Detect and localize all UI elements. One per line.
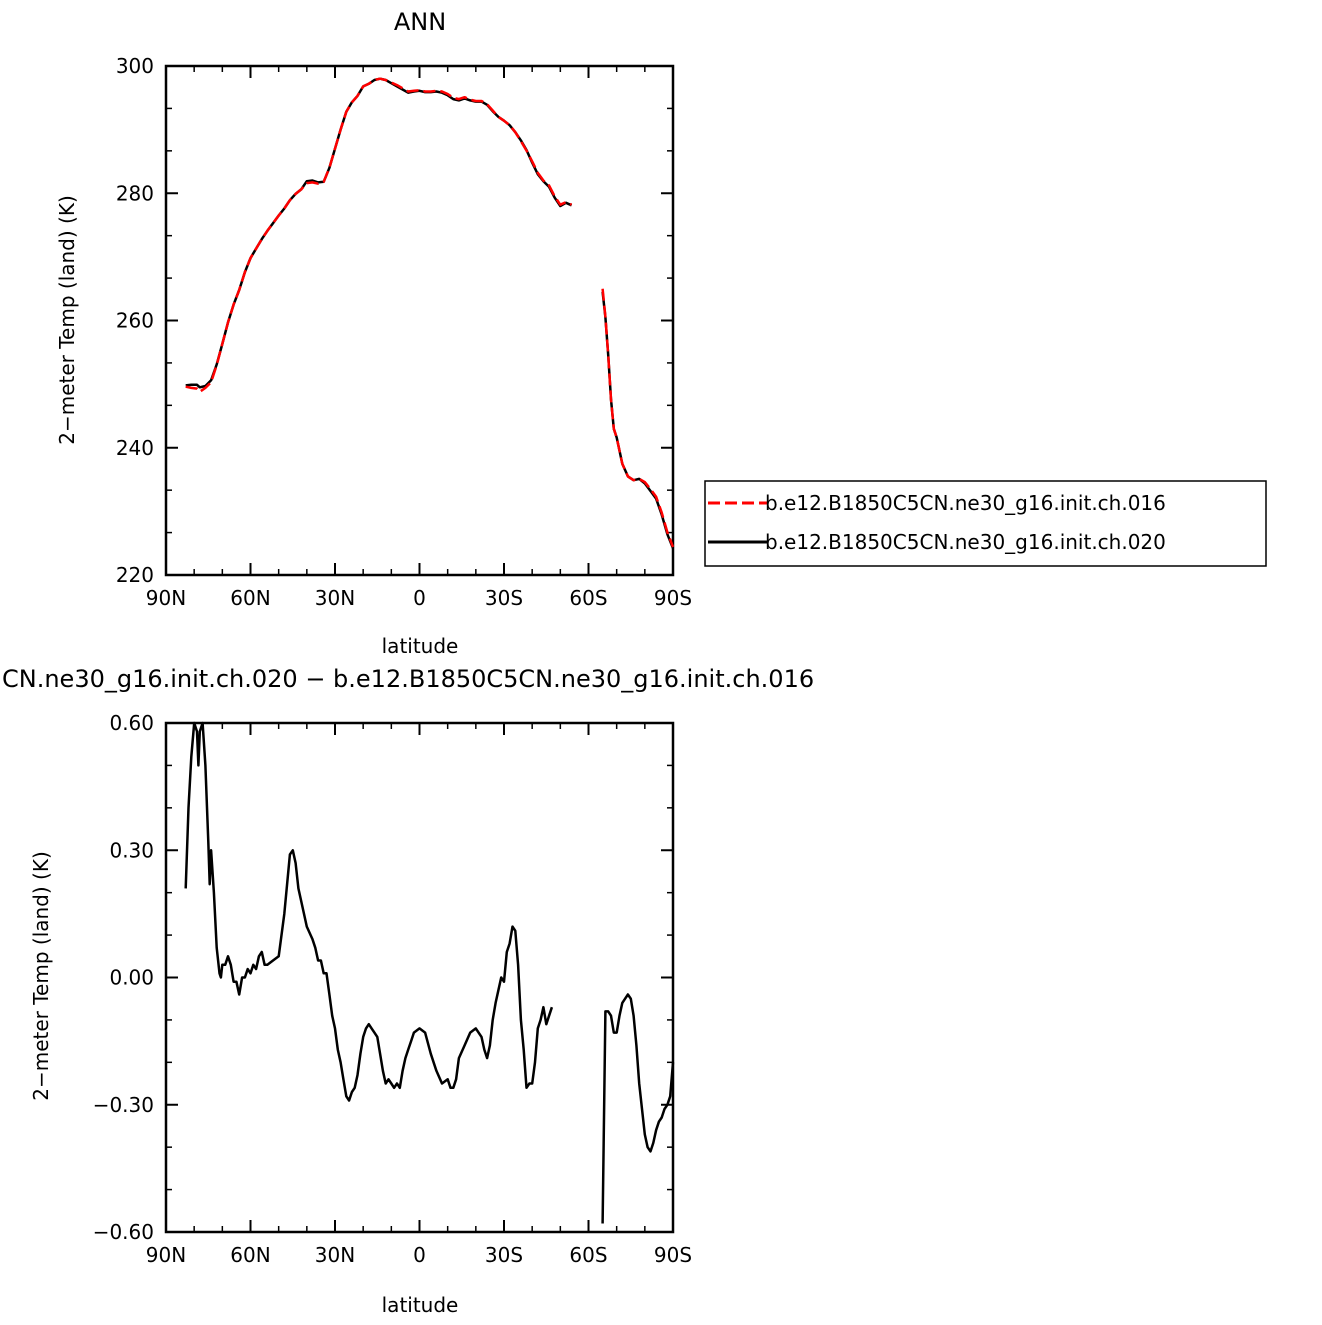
legend-label-ch016: b.e12.B1850C5CN.ne30_g16.init.ch.016	[765, 491, 1166, 515]
top-y-tick-label: 220	[116, 563, 154, 587]
bottom-x-tick-label: 0	[413, 1243, 426, 1267]
top-plot-frame	[164, 64, 675, 577]
top-y-axis-label: 2−meter Temp (land) (K)	[55, 195, 79, 445]
top-x-tick-label: 30N	[315, 586, 355, 610]
bottom-chart-title: CN.ne30_g16.init.ch.020 − b.e12.B1850C5C…	[2, 665, 814, 693]
bottom-y-tick-label: 0.00	[109, 966, 154, 990]
bottom-series-line-ch020	[184, 721, 554, 1102]
bottom-x-tick-label: 30S	[485, 1243, 523, 1267]
top-x-axis-label: latitude	[382, 634, 459, 658]
bottom-axis-ticks: 90N 60N 30N 0 30S 60S 90S −0.60 −0.30 0.00 0.30 0.6…	[93, 711, 692, 1267]
top-series-line-ch020	[185, 77, 573, 389]
top-x-tick-label: 90N	[146, 586, 186, 610]
legend-label-ch020: b.e12.B1850C5CN.ne30_g16.init.ch.020	[765, 530, 1166, 554]
legend: b.e12.B1850C5CN.ne30_g16.init.ch.016 b.e…	[704, 480, 1267, 567]
bottom-panel: CN.ne30_g16.init.ch.020 − b.e12.B1850C5C…	[2, 665, 814, 1317]
bottom-x-tick-label: 90S	[654, 1243, 692, 1267]
bottom-y-tick-label: 0.60	[109, 711, 154, 735]
top-series-line-ch016	[185, 77, 573, 394]
bottom-series-lines	[184, 721, 675, 1224]
top-x-tick-label: 60S	[569, 586, 607, 610]
top-series-lines	[185, 77, 675, 549]
top-chart-title: ANN	[394, 8, 446, 36]
bottom-y-tick-label: 0.30	[109, 838, 154, 862]
bottom-y-axis-label: 2−meter Temp (land) (K)	[29, 851, 53, 1101]
bottom-x-tick-label: 60N	[230, 1243, 270, 1267]
bottom-y-tick-label: −0.60	[93, 1220, 154, 1244]
top-y-tick-label: 260	[116, 309, 154, 333]
bottom-series-line-ch020	[601, 993, 675, 1224]
top-x-tick-label: 0	[413, 586, 426, 610]
top-axis-ticks: 90N 60N 30N 0 30S 60S 90S 220 240 260 280 300	[116, 54, 692, 610]
legend-box	[704, 480, 1267, 567]
top-y-tick-label: 300	[116, 54, 154, 78]
bottom-y-tick-label: −0.30	[93, 1093, 154, 1117]
top-y-tick-label: 240	[116, 436, 154, 460]
bottom-x-tick-label: 90N	[146, 1243, 186, 1267]
bottom-x-tick-label: 60S	[569, 1243, 607, 1267]
top-y-tick-label: 280	[116, 181, 154, 205]
bottom-x-tick-label: 30N	[315, 1243, 355, 1267]
top-series-line-ch016	[601, 288, 675, 548]
bottom-x-axis-label: latitude	[382, 1293, 459, 1317]
top-panel: ANN 2−meter Temp (land) (K) latitude 90N…	[55, 8, 1267, 658]
top-x-tick-label: 60N	[230, 586, 270, 610]
top-x-tick-label: 30S	[485, 586, 523, 610]
top-series-line-ch020	[601, 291, 675, 549]
top-x-tick-label: 90S	[654, 586, 692, 610]
